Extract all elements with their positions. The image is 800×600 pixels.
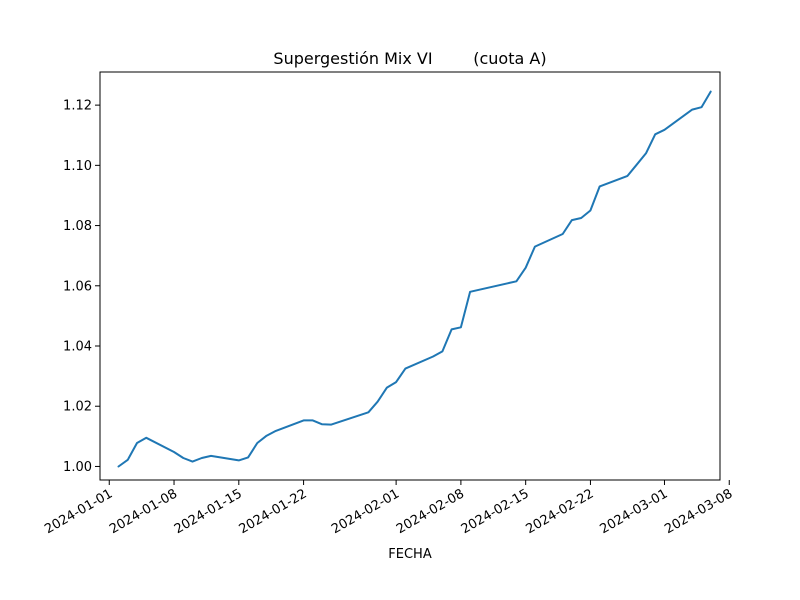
plot-frame	[99, 71, 721, 481]
chart-title: Supergestión Mix VI (cuota A)	[273, 49, 546, 68]
y-tick-label: 1.08	[63, 219, 92, 234]
x-axis-label: FECHA	[388, 547, 432, 562]
y-tick-label: 1.06	[63, 279, 92, 294]
y-tick-label: 1.10	[63, 159, 92, 174]
y-tick-label: 1.02	[63, 400, 92, 415]
y-tick-label: 1.04	[63, 340, 92, 355]
series-line	[117, 90, 712, 468]
y-tick-label: 1.00	[63, 460, 92, 475]
y-tick-label: 1.12	[63, 99, 92, 114]
